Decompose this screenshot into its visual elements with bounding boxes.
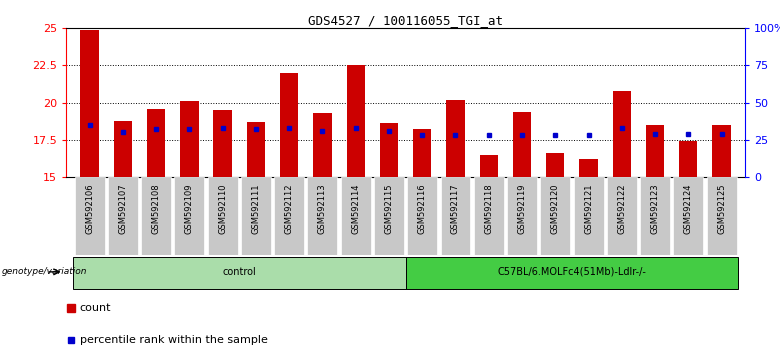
FancyBboxPatch shape: [307, 177, 338, 255]
Bar: [80, 30, 99, 177]
Text: GSM592111: GSM592111: [251, 183, 261, 234]
Bar: [346, 65, 365, 177]
FancyBboxPatch shape: [441, 177, 470, 255]
Text: GSM592106: GSM592106: [85, 183, 94, 234]
Text: C57BL/6.MOLFc4(51Mb)-Ldlr-/-: C57BL/6.MOLFc4(51Mb)-Ldlr-/-: [498, 267, 647, 277]
Text: GSM592110: GSM592110: [218, 183, 227, 234]
Bar: [380, 124, 398, 177]
Text: GSM592125: GSM592125: [717, 183, 726, 234]
Bar: [246, 122, 265, 177]
FancyBboxPatch shape: [406, 257, 738, 289]
Bar: [513, 112, 531, 177]
Bar: [180, 101, 199, 177]
Text: GSM592121: GSM592121: [584, 183, 593, 234]
Text: GSM592118: GSM592118: [484, 183, 493, 234]
FancyBboxPatch shape: [141, 177, 171, 255]
Text: genotype/variation: genotype/variation: [2, 267, 87, 276]
FancyBboxPatch shape: [507, 177, 537, 255]
FancyBboxPatch shape: [341, 177, 370, 255]
FancyBboxPatch shape: [673, 177, 704, 255]
Text: control: control: [222, 267, 256, 277]
Bar: [612, 91, 631, 177]
Text: count: count: [80, 303, 112, 313]
FancyBboxPatch shape: [640, 177, 670, 255]
FancyBboxPatch shape: [241, 177, 271, 255]
Bar: [147, 109, 165, 177]
Text: GSM592120: GSM592120: [551, 183, 560, 234]
Text: GSM592109: GSM592109: [185, 183, 194, 234]
FancyBboxPatch shape: [707, 177, 736, 255]
Bar: [446, 100, 465, 177]
Bar: [679, 141, 697, 177]
Text: GSM592108: GSM592108: [151, 183, 161, 234]
FancyBboxPatch shape: [374, 177, 404, 255]
FancyBboxPatch shape: [108, 177, 138, 255]
Bar: [314, 113, 332, 177]
Text: GSM592123: GSM592123: [651, 183, 660, 234]
FancyBboxPatch shape: [541, 177, 570, 255]
Bar: [580, 159, 597, 177]
Bar: [712, 125, 731, 177]
Text: GSM592124: GSM592124: [684, 183, 693, 234]
FancyBboxPatch shape: [473, 177, 504, 255]
FancyBboxPatch shape: [407, 177, 438, 255]
Bar: [480, 155, 498, 177]
FancyBboxPatch shape: [573, 177, 604, 255]
FancyBboxPatch shape: [75, 177, 105, 255]
Text: GSM592107: GSM592107: [119, 183, 127, 234]
Bar: [646, 125, 665, 177]
Bar: [546, 153, 565, 177]
Title: GDS4527 / 100116055_TGI_at: GDS4527 / 100116055_TGI_at: [308, 14, 503, 27]
Text: GSM592122: GSM592122: [617, 183, 626, 234]
Text: percentile rank within the sample: percentile rank within the sample: [80, 335, 268, 345]
FancyBboxPatch shape: [275, 177, 304, 255]
Text: GSM592116: GSM592116: [418, 183, 427, 234]
FancyBboxPatch shape: [207, 177, 238, 255]
Bar: [214, 110, 232, 177]
FancyBboxPatch shape: [175, 177, 204, 255]
FancyBboxPatch shape: [73, 257, 406, 289]
Text: GSM592117: GSM592117: [451, 183, 460, 234]
Text: GSM592119: GSM592119: [517, 183, 526, 234]
Text: GSM592113: GSM592113: [318, 183, 327, 234]
Bar: [114, 120, 132, 177]
Text: GSM592114: GSM592114: [351, 183, 360, 234]
Text: GSM592115: GSM592115: [385, 183, 393, 234]
FancyBboxPatch shape: [607, 177, 636, 255]
Bar: [413, 130, 431, 177]
Bar: [280, 73, 298, 177]
Text: GSM592112: GSM592112: [285, 183, 294, 234]
